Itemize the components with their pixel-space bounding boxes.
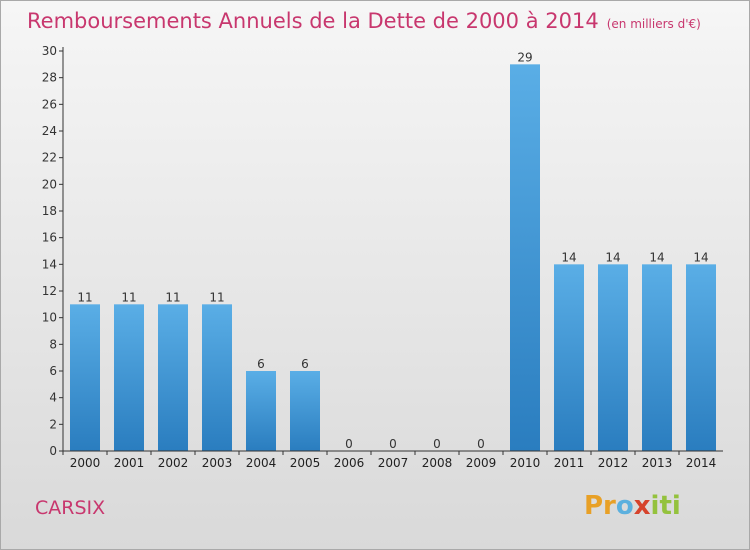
x-tick-label: 2009 xyxy=(466,456,497,470)
data-label-2004: 6 xyxy=(257,357,265,371)
bar-2004 xyxy=(246,371,276,451)
y-tick-label: 18 xyxy=(42,204,57,218)
bar-2002 xyxy=(158,304,188,451)
bar-2001 xyxy=(114,304,144,451)
y-tick-label: 28 xyxy=(42,71,57,85)
data-label-2012: 14 xyxy=(605,250,620,264)
bar-2000 xyxy=(70,304,100,451)
x-tick-label: 2005 xyxy=(290,456,321,470)
y-tick-label: 24 xyxy=(42,124,57,138)
commune-name: CARSIX xyxy=(35,497,106,519)
chart-subtitle: (en milliers d'€) xyxy=(606,17,701,31)
bar-2010 xyxy=(510,64,540,452)
proxiti-logo: Proxiti xyxy=(584,491,681,521)
chart-title-main: Remboursements Annuels de la Dette de 20… xyxy=(27,9,599,33)
bar-2005 xyxy=(290,371,320,451)
data-label-2009: 0 xyxy=(477,437,485,451)
y-tick-label: 14 xyxy=(42,257,57,271)
x-tick-label: 2006 xyxy=(334,456,365,470)
x-tick-label: 2007 xyxy=(378,456,409,470)
y-tick-label: 0 xyxy=(49,444,57,458)
y-tick-label: 20 xyxy=(42,177,57,191)
y-tick-label: 6 xyxy=(49,364,57,378)
y-tick-label: 16 xyxy=(42,231,57,245)
data-label-2010: 29 xyxy=(517,50,532,64)
data-label-2002: 11 xyxy=(165,290,180,304)
x-tick-label: 2001 xyxy=(114,456,145,470)
data-label-2003: 11 xyxy=(209,290,224,304)
chart-title: Remboursements Annuels de la Dette de 20… xyxy=(27,9,701,33)
data-label-2013: 14 xyxy=(649,250,664,264)
y-tick-label: 12 xyxy=(42,284,57,298)
bar-2014 xyxy=(686,264,716,451)
data-label-2014: 14 xyxy=(693,250,708,264)
bar-2011 xyxy=(554,264,584,451)
x-tick-label: 2008 xyxy=(422,456,453,470)
y-tick-label: 30 xyxy=(42,44,57,58)
bar-2013 xyxy=(642,264,672,451)
bar-2003 xyxy=(202,304,232,451)
x-tick-label: 2002 xyxy=(158,456,189,470)
x-tick-label: 2013 xyxy=(642,456,673,470)
bar-2012 xyxy=(598,264,628,451)
data-label-2005: 6 xyxy=(301,357,309,371)
data-label-2001: 11 xyxy=(121,290,136,304)
y-tick-label: 22 xyxy=(42,151,57,165)
data-label-2008: 0 xyxy=(433,437,441,451)
x-tick-label: 2003 xyxy=(202,456,233,470)
x-tick-label: 2010 xyxy=(510,456,541,470)
x-tick-label: 2004 xyxy=(246,456,277,470)
data-label-2006: 0 xyxy=(345,437,353,451)
y-tick-label: 26 xyxy=(42,97,57,111)
data-label-2011: 14 xyxy=(561,250,576,264)
x-tick-label: 2012 xyxy=(598,456,629,470)
y-tick-label: 10 xyxy=(42,311,57,325)
y-tick-label: 4 xyxy=(49,391,57,405)
data-label-2007: 0 xyxy=(389,437,397,451)
data-label-2000: 11 xyxy=(77,290,92,304)
y-tick-label: 2 xyxy=(49,417,57,431)
x-tick-label: 2011 xyxy=(554,456,585,470)
y-tick-label: 8 xyxy=(49,337,57,351)
x-tick-label: 2000 xyxy=(70,456,101,470)
x-tick-label: 2014 xyxy=(686,456,717,470)
